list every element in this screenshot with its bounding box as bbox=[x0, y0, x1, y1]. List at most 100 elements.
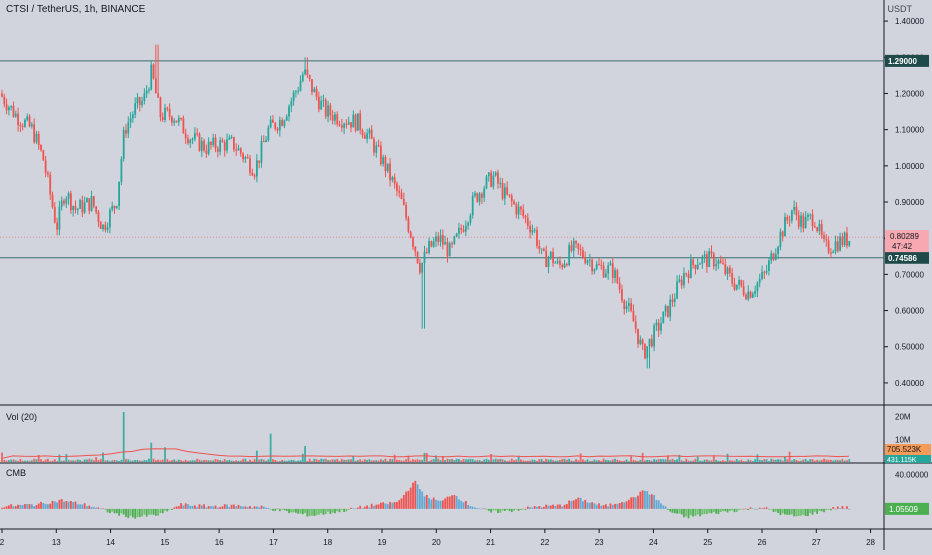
volume-bar bbox=[21, 460, 24, 462]
volume-bar bbox=[561, 459, 564, 462]
candle-body bbox=[368, 129, 371, 134]
candle-body bbox=[315, 88, 318, 97]
candle-body bbox=[295, 91, 297, 93]
candle-body bbox=[666, 305, 669, 317]
volume-bar bbox=[311, 461, 313, 462]
candle-body bbox=[95, 206, 98, 212]
candle-body bbox=[706, 254, 708, 268]
cmb-bar bbox=[343, 508, 346, 512]
candle-body bbox=[281, 119, 284, 126]
volume-bar bbox=[483, 459, 486, 462]
volume-ma-tag bbox=[885, 455, 931, 463]
candle-body bbox=[515, 204, 518, 215]
cmb-bar bbox=[641, 490, 644, 509]
volume-ma-line bbox=[1, 448, 849, 459]
volume-bar bbox=[228, 459, 231, 462]
volume-bar bbox=[251, 461, 254, 462]
cmb-bar bbox=[448, 496, 451, 509]
candle-body bbox=[588, 259, 591, 261]
candle-body bbox=[499, 182, 502, 184]
candle-body bbox=[109, 209, 111, 228]
cmb-bar bbox=[823, 508, 825, 513]
cmb-bar bbox=[542, 506, 545, 509]
candle-body bbox=[138, 97, 141, 106]
candle-body bbox=[630, 303, 633, 311]
candle-body bbox=[104, 224, 107, 230]
candle-body bbox=[267, 127, 270, 141]
cmb-bar bbox=[712, 508, 715, 512]
volume-bar bbox=[763, 459, 766, 462]
cmb-bar bbox=[604, 504, 607, 509]
cmb-bar bbox=[591, 502, 594, 509]
volume-bar bbox=[800, 460, 802, 462]
cmb-bar bbox=[164, 508, 166, 511]
candle-body bbox=[545, 250, 548, 268]
cmb-bar bbox=[827, 508, 830, 510]
candle-body bbox=[177, 117, 180, 123]
volume-bar bbox=[694, 458, 697, 462]
volume-bar bbox=[816, 459, 819, 462]
volume-bar bbox=[28, 460, 31, 462]
candle-body bbox=[377, 145, 380, 147]
volume-bar bbox=[687, 460, 690, 462]
volume-bar bbox=[556, 460, 559, 462]
volume-bar bbox=[97, 460, 100, 462]
candle-body bbox=[451, 243, 453, 245]
candle-body bbox=[712, 253, 715, 267]
candle-body bbox=[448, 243, 451, 257]
cmb-bar bbox=[246, 507, 249, 509]
cmb-bar bbox=[260, 505, 263, 509]
cmb-bar bbox=[793, 508, 796, 517]
cmb-last-tag bbox=[885, 502, 929, 515]
volume-bar bbox=[648, 459, 651, 462]
cmb-bar bbox=[455, 495, 458, 509]
volume-bar bbox=[56, 461, 59, 462]
cmb-bar bbox=[276, 508, 279, 510]
cmb-bar bbox=[14, 506, 17, 509]
cmb-bar bbox=[299, 508, 302, 514]
volume-bar bbox=[510, 458, 513, 462]
time-tick-label: 26 bbox=[758, 538, 767, 547]
cmb-bar bbox=[499, 508, 502, 513]
volume-bar bbox=[361, 460, 364, 462]
volume-bar bbox=[506, 461, 509, 462]
candle-body bbox=[175, 120, 178, 123]
cmb-bar bbox=[345, 508, 348, 512]
volume-bar bbox=[173, 459, 176, 462]
cmb-bar bbox=[655, 500, 658, 509]
candle-body bbox=[579, 249, 582, 251]
candle-body bbox=[118, 181, 121, 207]
volume-bar bbox=[671, 458, 674, 462]
candle-body bbox=[790, 210, 793, 221]
volume-bar bbox=[749, 460, 752, 462]
candle-body bbox=[292, 92, 295, 101]
volume-bar bbox=[437, 458, 440, 462]
volume-bar bbox=[159, 460, 162, 462]
candle-body bbox=[492, 175, 495, 187]
volume-bar bbox=[683, 461, 685, 462]
candle-body bbox=[207, 141, 210, 154]
cmb-bar bbox=[772, 508, 775, 512]
cmb-bar bbox=[357, 507, 359, 509]
cmb-bar bbox=[602, 505, 605, 509]
volume-bar bbox=[95, 457, 98, 462]
volume-bar bbox=[212, 460, 215, 462]
volume-bar bbox=[632, 459, 635, 462]
cmb-bar bbox=[329, 508, 332, 514]
candle-body bbox=[768, 260, 770, 271]
candle-body bbox=[5, 104, 8, 111]
cmb-bar bbox=[639, 491, 642, 509]
candle-body bbox=[614, 270, 616, 278]
volume-bar bbox=[7, 460, 10, 462]
volume-bar bbox=[308, 458, 311, 462]
volume-bar bbox=[836, 459, 839, 462]
cmb-bar bbox=[749, 507, 752, 509]
volume-bar bbox=[600, 461, 603, 462]
candle-body bbox=[161, 117, 164, 120]
candle-body bbox=[715, 264, 717, 267]
volume-bar bbox=[138, 460, 141, 462]
candle-body bbox=[802, 215, 805, 229]
cmb-bar bbox=[577, 497, 580, 509]
